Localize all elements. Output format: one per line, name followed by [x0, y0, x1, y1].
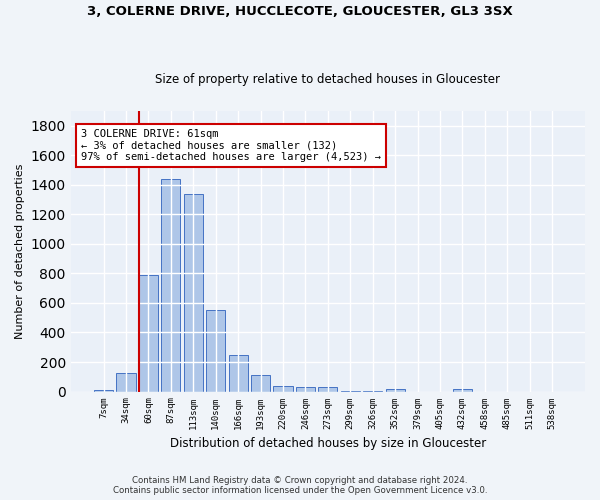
Bar	[139, 275, 158, 392]
Bar	[161, 179, 181, 392]
Bar	[341, 391, 360, 392]
Bar	[386, 388, 404, 392]
Bar	[206, 310, 225, 392]
Text: 3, COLERNE DRIVE, HUCCLECOTE, GLOUCESTER, GL3 3SX: 3, COLERNE DRIVE, HUCCLECOTE, GLOUCESTER…	[87, 5, 513, 18]
Bar	[94, 390, 113, 392]
Bar	[274, 386, 293, 392]
Bar	[319, 387, 337, 392]
Title: Size of property relative to detached houses in Gloucester: Size of property relative to detached ho…	[155, 73, 500, 86]
Y-axis label: Number of detached properties: Number of detached properties	[15, 164, 25, 339]
Bar	[296, 387, 315, 392]
Bar	[363, 391, 382, 392]
Bar	[453, 388, 472, 392]
Bar	[116, 373, 136, 392]
X-axis label: Distribution of detached houses by size in Gloucester: Distribution of detached houses by size …	[170, 437, 486, 450]
Bar	[251, 376, 270, 392]
Bar	[229, 355, 248, 392]
Text: 3 COLERNE DRIVE: 61sqm
← 3% of detached houses are smaller (132)
97% of semi-det: 3 COLERNE DRIVE: 61sqm ← 3% of detached …	[81, 129, 381, 162]
Bar	[184, 194, 203, 392]
Text: Contains HM Land Registry data © Crown copyright and database right 2024.
Contai: Contains HM Land Registry data © Crown c…	[113, 476, 487, 495]
